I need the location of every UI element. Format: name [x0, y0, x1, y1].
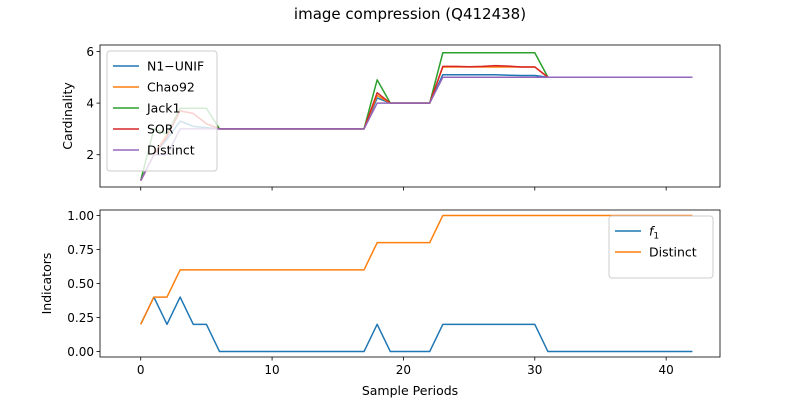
legend-label: Distinct: [649, 245, 697, 260]
legend-label: f1: [649, 224, 659, 242]
legend-label: Jack1: [146, 101, 180, 116]
series-line-distinct: [140, 76, 693, 181]
legend-label: SOR: [147, 122, 174, 137]
x-tick-label: 30: [527, 363, 542, 377]
x-axis-label: Sample Periods: [362, 383, 458, 398]
legend-label: Chao92: [147, 80, 195, 95]
indicators-panel: 0 10 20 30 40 0.00 0.25 0.50 0.75 1.00 Indicators S…: [39, 209, 721, 398]
y-tick-label: 1.00: [67, 209, 94, 223]
cardinality-panel: 2 4 6 Cardinality N1−UNIF Chao92 Jack1 SOR Disti…: [60, 44, 721, 191]
y-axis-label: Indicators: [39, 253, 54, 315]
y-axis-label: Cardinality: [60, 82, 75, 150]
axes-frame: [99, 44, 721, 188]
legend: N1−UNIF Chao92 Jack1 SOR Distinct: [106, 50, 218, 172]
series-line-f1: [140, 296, 693, 353]
y-tick-label: 0.25: [67, 311, 94, 325]
series-line-distinct: [140, 214, 693, 325]
legend-label: Distinct: [147, 143, 195, 158]
legend: f1 Distinct: [608, 215, 714, 279]
y-tick-label: 2: [86, 148, 94, 162]
legend-box: [106, 50, 218, 172]
legend-label: N1−UNIF: [147, 59, 204, 74]
y-tick-label: 6: [86, 45, 94, 59]
y-tick-label: 4: [86, 97, 94, 111]
y-tick-label: 0.50: [67, 277, 94, 291]
figure-title: image compression (Q412438): [294, 5, 526, 23]
y-tick-label: 0.00: [67, 345, 94, 359]
y-tick-label: 0.75: [67, 243, 94, 257]
x-tick-label: 10: [264, 363, 279, 377]
x-tick-label: 0: [137, 363, 145, 377]
x-tick-label: 20: [396, 363, 411, 377]
x-tick-label: 40: [659, 363, 674, 377]
